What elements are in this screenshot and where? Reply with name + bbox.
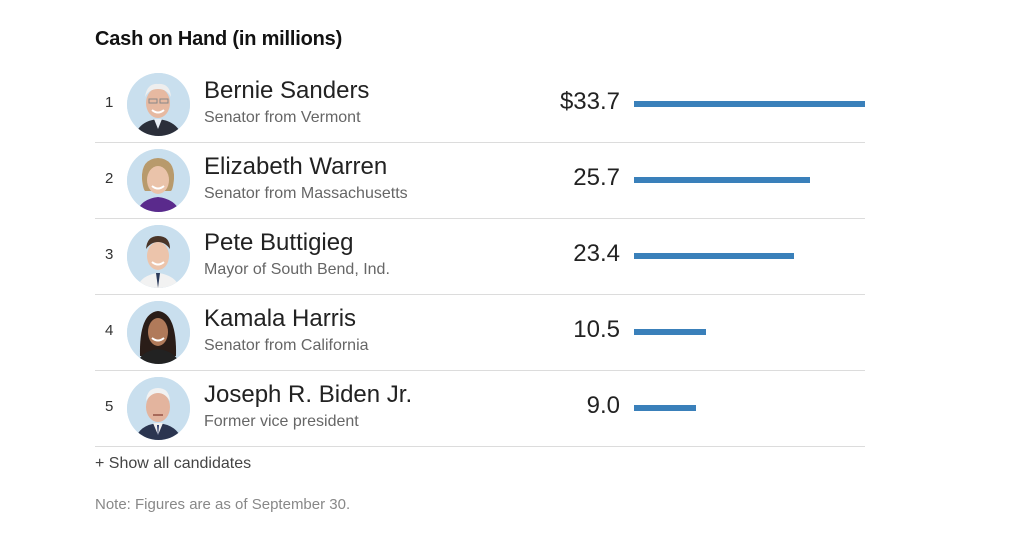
candidate-name: Kamala Harris — [204, 305, 357, 332]
candidate-description: Former vice president — [204, 413, 359, 430]
bar — [634, 329, 706, 335]
bar — [634, 177, 811, 183]
bar — [634, 101, 865, 107]
rank-label: 2 — [105, 170, 114, 187]
show-all-candidates-button[interactable]: + Show all candidates — [95, 455, 252, 472]
kamala-harris-photo — [127, 301, 190, 364]
value-label: 23.4 — [573, 240, 620, 267]
bar — [634, 253, 795, 259]
candidate-name: Pete Buttigieg — [204, 229, 354, 256]
pete-buttigieg-photo — [127, 225, 190, 288]
value-label: 25.7 — [573, 164, 620, 191]
candidate-description: Mayor of South Bend, Ind. — [204, 261, 390, 278]
candidate-name: Joseph R. Biden Jr. — [204, 381, 413, 408]
value-label: 9.0 — [586, 392, 620, 419]
elizabeth-warren-photo — [127, 149, 190, 212]
bar — [634, 405, 696, 411]
candidate-row: 1 Bernie Sanders Senator from Vermont $3… — [95, 67, 865, 143]
bernie-sanders-photo — [127, 73, 190, 136]
candidate-name: Bernie Sanders — [204, 77, 370, 104]
value-label: $33.7 — [559, 88, 620, 115]
rank-label: 4 — [105, 322, 114, 339]
rank-label: 5 — [105, 398, 114, 415]
candidate-row: 5 Joseph R. Biden Jr. Former vice presid… — [95, 371, 865, 447]
footnote: Note: Figures are as of September 30. — [95, 496, 351, 513]
candidate-description: Senator from California — [204, 337, 369, 354]
candidate-row: 4 Kamala Harris Senator from California … — [95, 295, 865, 371]
rank-label: 1 — [105, 94, 114, 111]
candidate-name: Elizabeth Warren — [204, 153, 388, 180]
candidate-table: 1 Bernie Sanders Senator from Vermont $3… — [95, 67, 865, 447]
candidate-description: Senator from Massachusetts — [204, 185, 408, 202]
joseph-biden-photo — [127, 377, 190, 440]
candidate-row: 2 Elizabeth Warren Senator from Massachu… — [95, 143, 865, 219]
value-label: 10.5 — [573, 316, 620, 343]
candidate-row: 3 Pete Buttigieg Mayor of South Bend, In… — [95, 219, 865, 295]
chart-title: Cash on Hand (in millions) — [95, 28, 343, 50]
rank-label: 3 — [105, 246, 114, 263]
candidate-description: Senator from Vermont — [204, 109, 361, 126]
